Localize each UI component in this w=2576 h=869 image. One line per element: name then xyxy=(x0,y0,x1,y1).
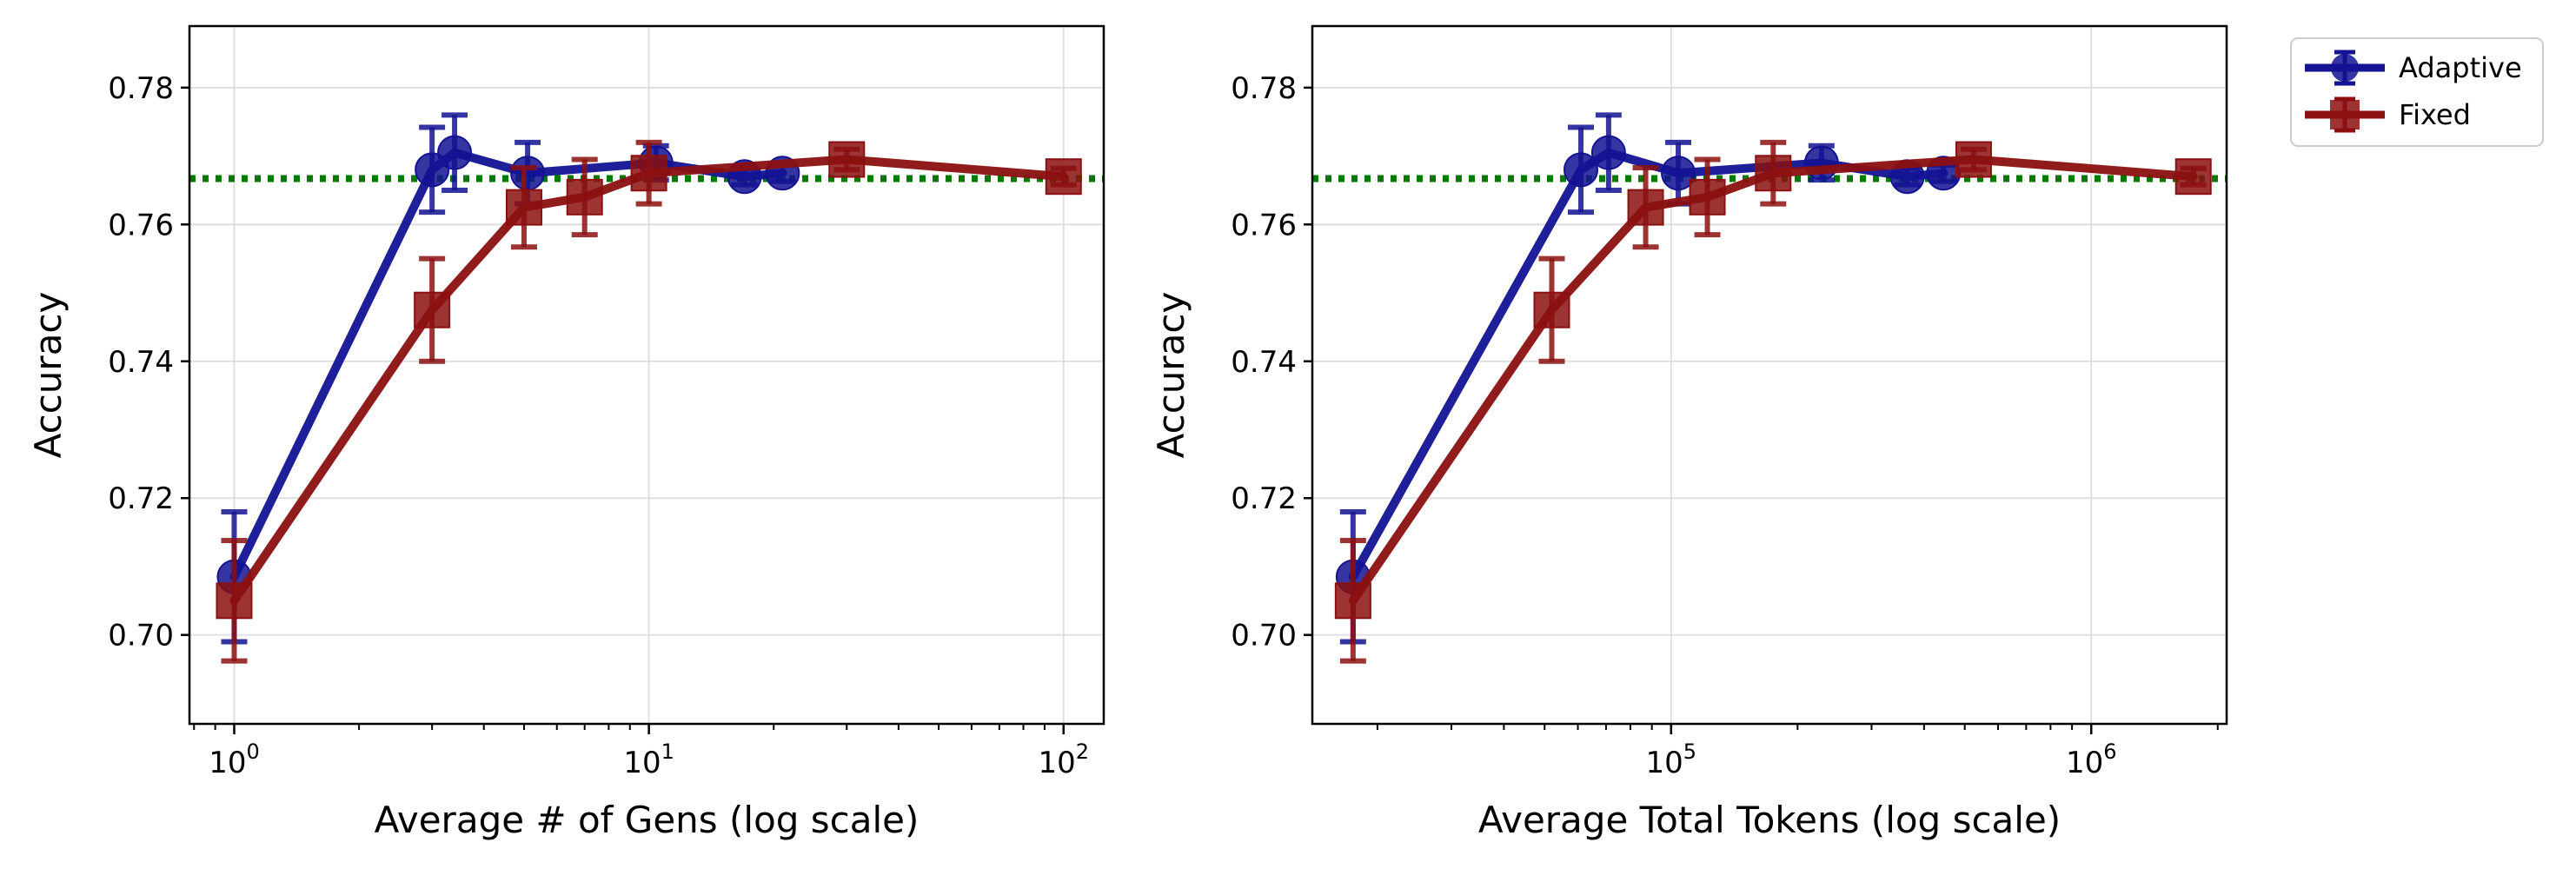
x-tick-label: 102 xyxy=(1038,740,1089,780)
x-axis-label: Average Total Tokens (log scale) xyxy=(1478,799,2061,841)
y-tick-label: 0.70 xyxy=(1231,619,1297,653)
legend-marker xyxy=(2331,54,2359,82)
data-point xyxy=(828,141,866,178)
legend-marker xyxy=(2330,100,2360,129)
y-tick-label: 0.72 xyxy=(108,481,174,516)
data-point xyxy=(437,135,473,170)
y-tick-label: 0.72 xyxy=(1231,481,1297,516)
x-tick-exponent: 0 xyxy=(246,740,259,764)
data-point xyxy=(1955,141,1992,178)
y-tick-label: 0.78 xyxy=(1231,71,1297,106)
x-tick-base: 10 xyxy=(1646,746,1683,780)
data-point xyxy=(414,291,451,328)
x-tick-base: 10 xyxy=(1038,746,1075,780)
y-axis-label: Accuracy xyxy=(1150,292,1192,459)
x-tick-label: 100 xyxy=(209,740,260,780)
y-tick-label: 0.76 xyxy=(1231,208,1297,242)
x-tick-exponent: 1 xyxy=(661,740,674,764)
x-tick-label: 101 xyxy=(623,740,674,780)
plot-frame xyxy=(1311,24,2228,726)
x-axis-label: Average # of Gens (log scale) xyxy=(375,799,920,841)
data-point xyxy=(1334,582,1371,620)
plot-frame xyxy=(188,24,1105,726)
legend-label: Adaptive xyxy=(2399,51,2522,84)
x-tick-base: 10 xyxy=(209,746,246,780)
y-tick-label: 0.70 xyxy=(108,619,174,653)
x-tick-exponent: 5 xyxy=(1683,740,1696,764)
x-tick-exponent: 2 xyxy=(1076,740,1089,764)
legend-item-fixed: Fixed xyxy=(2305,96,2471,133)
y-tick-label: 0.78 xyxy=(108,71,174,106)
data-point xyxy=(1627,189,1664,226)
legend-item-adaptive: Adaptive xyxy=(2305,50,2522,86)
data-point xyxy=(1533,291,1570,328)
data-point xyxy=(1689,178,1726,216)
data-point xyxy=(630,155,667,192)
y-tick-label: 0.76 xyxy=(108,208,174,242)
y-axis-label: Accuracy xyxy=(27,292,70,459)
data-point xyxy=(1755,155,1792,192)
y-tick-label: 0.74 xyxy=(1231,345,1297,380)
data-point xyxy=(566,178,603,216)
data-point xyxy=(216,582,253,620)
data-point xyxy=(1661,156,1696,191)
legend-label: Fixed xyxy=(2399,98,2471,131)
y-tick-label: 0.74 xyxy=(108,345,174,380)
x-tick-exponent: 6 xyxy=(2103,740,2116,764)
legend: Adaptive Fixed xyxy=(2290,37,2544,147)
data-point xyxy=(1564,152,1599,188)
x-tick-base: 10 xyxy=(623,746,661,780)
plot-area xyxy=(189,112,1104,664)
data-point xyxy=(1590,135,1626,170)
data-point xyxy=(1045,158,1082,196)
series-fixed xyxy=(1334,139,2212,664)
data-point xyxy=(2174,158,2212,196)
plot-area xyxy=(1312,112,2227,664)
x-tick-base: 10 xyxy=(2066,746,2103,780)
data-point xyxy=(510,156,546,191)
x-tick-label: 106 xyxy=(2066,740,2117,780)
x-tick-label: 105 xyxy=(1646,740,1697,780)
data-point xyxy=(505,189,542,226)
series-fixed xyxy=(216,139,1082,664)
